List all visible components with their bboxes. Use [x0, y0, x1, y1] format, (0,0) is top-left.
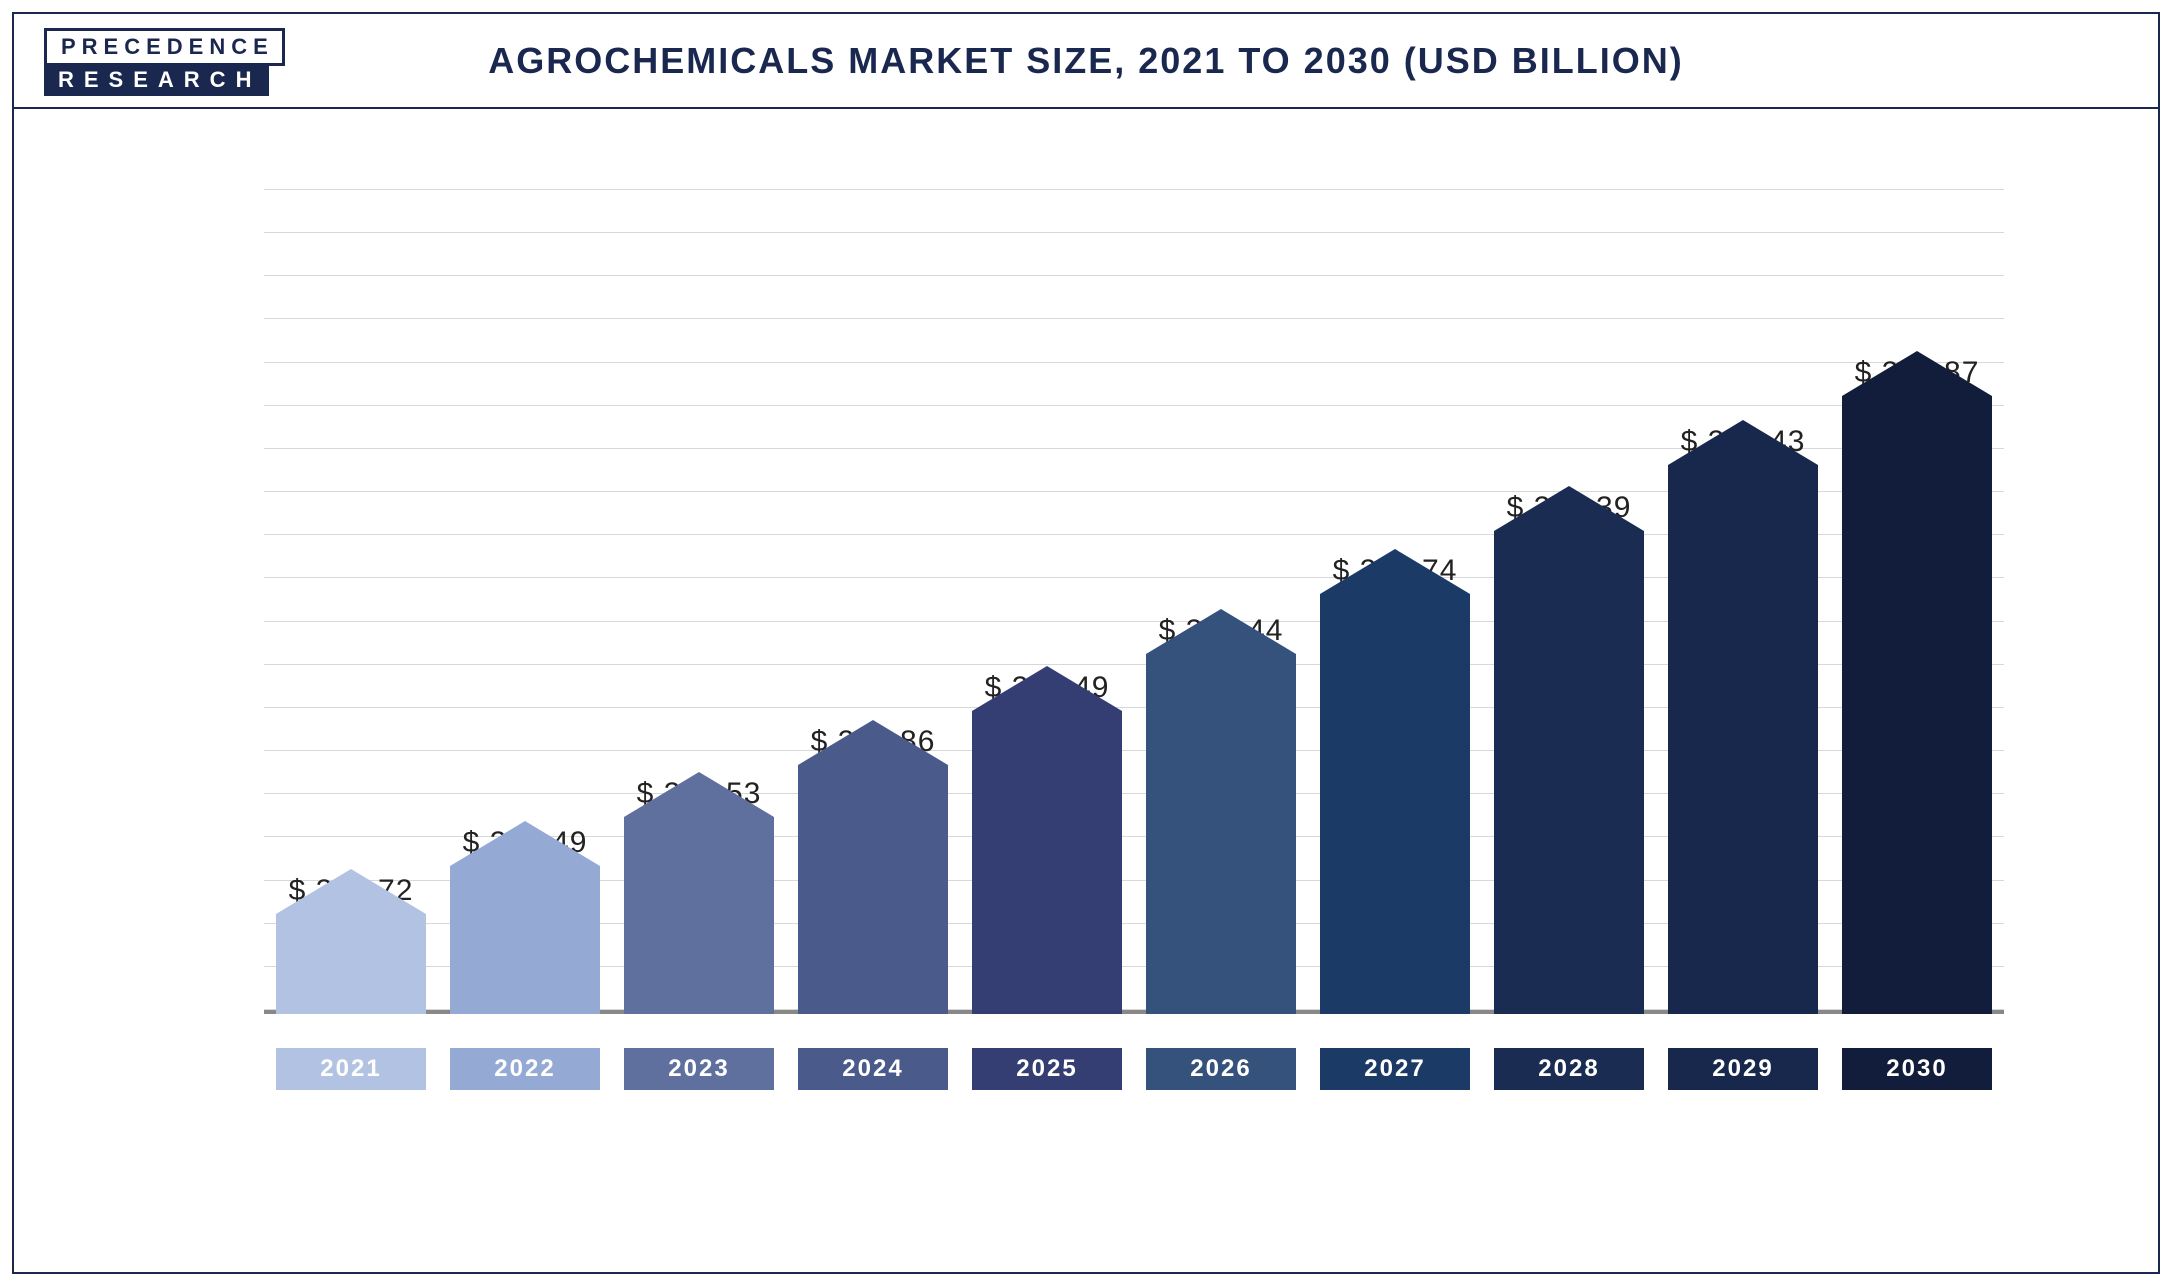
- header: PRECEDENCE RESEARCH AGROCHEMICALS MARKET…: [14, 14, 2158, 109]
- bar-peak: [624, 772, 774, 817]
- bar-shape: [1668, 465, 1818, 1014]
- bar-body: [972, 711, 1122, 1014]
- bar-2023: $ 229.53: [624, 777, 774, 1014]
- bar-body: [450, 866, 600, 1014]
- bar-peak: [276, 869, 426, 914]
- x-axis: 2021 2022 2023 2024 2025 2026 2027 2028 2029 2030: [264, 1044, 2004, 1094]
- bar-body: [276, 914, 426, 1014]
- brand-logo: PRECEDENCE RESEARCH: [44, 28, 285, 96]
- bar-peak: [1494, 486, 1644, 531]
- gridline: [264, 189, 2004, 190]
- logo-line-1: PRECEDENCE: [44, 28, 285, 66]
- bar-2028: $ 264.39: [1494, 491, 1644, 1014]
- bar-2024: $ 235.86: [798, 725, 948, 1014]
- bar-shape: [1842, 396, 1992, 1014]
- bar-2027: $ 256.74: [1320, 554, 1470, 1014]
- bar-peak: [1668, 420, 1818, 465]
- xaxis-label-2024: 2024: [798, 1048, 948, 1090]
- bar-2025: $ 242.49: [972, 671, 1122, 1014]
- xaxis-label-2021: 2021: [276, 1048, 426, 1090]
- logo-line-2: RESEARCH: [44, 64, 269, 96]
- xaxis-label-2030: 2030: [1842, 1048, 1992, 1090]
- bar-peak: [1320, 549, 1470, 594]
- bar-shape: [450, 866, 600, 1014]
- bar-peak: [1146, 609, 1296, 654]
- bar-shape: [624, 817, 774, 1014]
- xaxis-label-2027: 2027: [1320, 1048, 1470, 1090]
- bar-shape: [1320, 594, 1470, 1014]
- bar-peak: [450, 821, 600, 866]
- bar-body: [1146, 654, 1296, 1014]
- bar-body: [1320, 594, 1470, 1014]
- bar-body: [1494, 531, 1644, 1014]
- bar-body: [798, 765, 948, 1014]
- bars-row: $ 217.72$ 223.49$ 229.53$ 235.86$ 242.49…: [264, 194, 2004, 1014]
- bar-peak: [972, 666, 1122, 711]
- bar-shape: [1494, 531, 1644, 1014]
- xaxis-label-2029: 2029: [1668, 1048, 1818, 1090]
- xaxis-label-2022: 2022: [450, 1048, 600, 1090]
- bar-2030: $ 280.87: [1842, 356, 1992, 1014]
- xaxis-label-2026: 2026: [1146, 1048, 1296, 1090]
- xaxis-label-2023: 2023: [624, 1048, 774, 1090]
- bar-shape: [972, 711, 1122, 1014]
- bar-shape: [276, 914, 426, 1014]
- bar-body: [1668, 465, 1818, 1014]
- bar-shape: [798, 765, 948, 1014]
- xaxis-label-2025: 2025: [972, 1048, 1122, 1090]
- bar-2029: $ 272.43: [1668, 425, 1818, 1014]
- bar-body: [1842, 396, 1992, 1014]
- chart-frame: PRECEDENCE RESEARCH AGROCHEMICALS MARKET…: [12, 12, 2160, 1274]
- bar-2022: $ 223.49: [450, 826, 600, 1014]
- bar-peak: [1842, 351, 1992, 396]
- bar-shape: [1146, 654, 1296, 1014]
- chart-area: $ 217.72$ 223.49$ 229.53$ 235.86$ 242.49…: [264, 194, 2004, 1094]
- bar-peak: [798, 720, 948, 765]
- bar-body: [624, 817, 774, 1014]
- xaxis-label-2028: 2028: [1494, 1048, 1644, 1090]
- bar-2026: $ 249.44: [1146, 614, 1296, 1014]
- chart-title: AGROCHEMICALS MARKET SIZE, 2021 TO 2030 …: [14, 40, 2158, 82]
- bar-2021: $ 217.72: [276, 874, 426, 1014]
